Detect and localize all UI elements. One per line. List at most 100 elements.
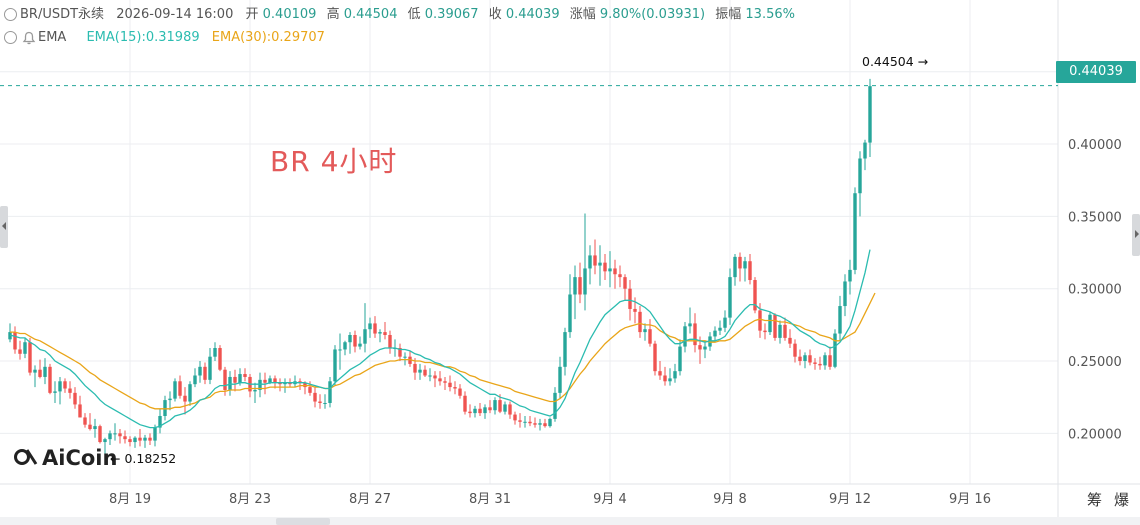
candle-body bbox=[173, 381, 177, 399]
change-value: 9.80%(0.03931) bbox=[599, 7, 706, 22]
low-label: 低 bbox=[407, 7, 421, 22]
candle-body bbox=[508, 404, 512, 415]
candle-body bbox=[373, 323, 377, 334]
x-tick-label: 9月 8 bbox=[713, 492, 747, 507]
high-label: 高 bbox=[326, 7, 340, 22]
candle-body bbox=[18, 349, 22, 354]
candle-body bbox=[643, 329, 647, 333]
candle-body bbox=[193, 375, 197, 385]
y-tick-label: 0.25000 bbox=[1068, 355, 1122, 370]
candle-body bbox=[543, 423, 547, 427]
candle-body bbox=[473, 408, 477, 414]
candle-body bbox=[378, 332, 382, 334]
candle-body bbox=[108, 433, 112, 440]
candle-body bbox=[238, 374, 242, 383]
candle-body bbox=[98, 426, 102, 443]
ema30-line bbox=[10, 292, 876, 410]
candle-body bbox=[703, 346, 707, 350]
candle-body bbox=[748, 261, 752, 281]
candle-body bbox=[413, 363, 417, 373]
collapse-icon[interactable] bbox=[4, 31, 17, 44]
candle-body bbox=[698, 345, 702, 350]
candle-body bbox=[763, 330, 767, 333]
candle-body bbox=[513, 414, 517, 421]
collapse-icon[interactable] bbox=[4, 8, 17, 21]
candle-body bbox=[743, 261, 747, 269]
ema15-value: EMA(15):0.31989 bbox=[86, 30, 200, 45]
chart-watermark: BR 4小时 bbox=[270, 145, 398, 178]
high-marker-value: 0.44504 bbox=[862, 54, 914, 69]
candle-body bbox=[328, 381, 332, 403]
candle-body bbox=[48, 366, 52, 393]
candle-body bbox=[68, 388, 72, 393]
candle-body bbox=[663, 375, 667, 382]
candle-body bbox=[648, 329, 652, 344]
ema30-value: EMA(30):0.29707 bbox=[211, 30, 325, 45]
candle-body bbox=[218, 348, 222, 370]
candle-body bbox=[318, 401, 322, 403]
candle-body bbox=[8, 332, 12, 340]
candle-body bbox=[563, 332, 567, 367]
candle-body bbox=[443, 381, 447, 383]
candle-body bbox=[208, 356, 212, 380]
candle-body bbox=[343, 342, 347, 350]
liquidation-button[interactable]: 爆 bbox=[1114, 491, 1130, 509]
candle-body bbox=[38, 369, 42, 377]
candle-body bbox=[598, 262, 602, 266]
candle-body bbox=[63, 381, 67, 389]
candle-body bbox=[228, 376, 232, 390]
candle-body bbox=[43, 366, 47, 377]
candle-body bbox=[608, 268, 612, 272]
candle-body bbox=[118, 433, 122, 437]
candle-body bbox=[408, 356, 412, 364]
x-tick-label: 9月 16 bbox=[949, 492, 991, 507]
ema-label[interactable]: EMA bbox=[38, 30, 67, 45]
aicoin-logo-text: AiCoin bbox=[42, 446, 118, 470]
low-marker-value: 0.18252 bbox=[124, 451, 177, 466]
candle-body bbox=[143, 437, 147, 441]
candle-body bbox=[233, 376, 237, 383]
candle-body bbox=[53, 391, 57, 393]
candle-body bbox=[438, 378, 442, 382]
candle-body bbox=[498, 400, 502, 412]
change-label: 涨幅 bbox=[569, 7, 596, 22]
scrollbar-track bbox=[0, 517, 1140, 525]
candle-body bbox=[483, 407, 487, 414]
candle-body bbox=[263, 379, 267, 383]
candle-body bbox=[58, 381, 62, 392]
candle-body bbox=[633, 308, 637, 312]
candle-body bbox=[868, 86, 872, 143]
left-panel-toggle[interactable] bbox=[0, 206, 8, 248]
close-value: 0.44039 bbox=[505, 7, 560, 22]
candle-body bbox=[638, 311, 642, 333]
right-panel-toggle[interactable] bbox=[1132, 214, 1140, 256]
candle-body bbox=[323, 402, 327, 404]
y-tick-label: 0.35000 bbox=[1068, 210, 1122, 225]
candle-body bbox=[788, 337, 792, 344]
scrollbar-thumb bbox=[276, 518, 330, 525]
candle-body bbox=[298, 381, 302, 383]
candle-body bbox=[188, 384, 192, 402]
ema15-line bbox=[9, 249, 871, 429]
candle-body bbox=[73, 392, 77, 405]
candle-body bbox=[133, 437, 137, 443]
candle-body bbox=[183, 395, 187, 402]
candle-body bbox=[243, 374, 247, 377]
amplitude-label: 振幅 bbox=[715, 7, 742, 22]
chips-button[interactable]: 筹 bbox=[1087, 491, 1103, 509]
candle-body bbox=[198, 366, 202, 376]
candle-body bbox=[458, 388, 462, 396]
candle-body bbox=[363, 329, 367, 344]
candle-body bbox=[338, 349, 342, 351]
y-tick-label: 0.40000 bbox=[1068, 138, 1122, 153]
close-label: 收 bbox=[488, 7, 502, 22]
candle-body bbox=[593, 255, 597, 266]
bell-icon[interactable] bbox=[22, 31, 36, 45]
candle-body bbox=[268, 378, 272, 383]
candle-body bbox=[488, 407, 492, 411]
candle-body bbox=[93, 426, 97, 430]
candle-body bbox=[273, 378, 277, 383]
candle-body bbox=[123, 436, 127, 440]
current-price-tag: 0.44039 bbox=[1056, 61, 1136, 83]
